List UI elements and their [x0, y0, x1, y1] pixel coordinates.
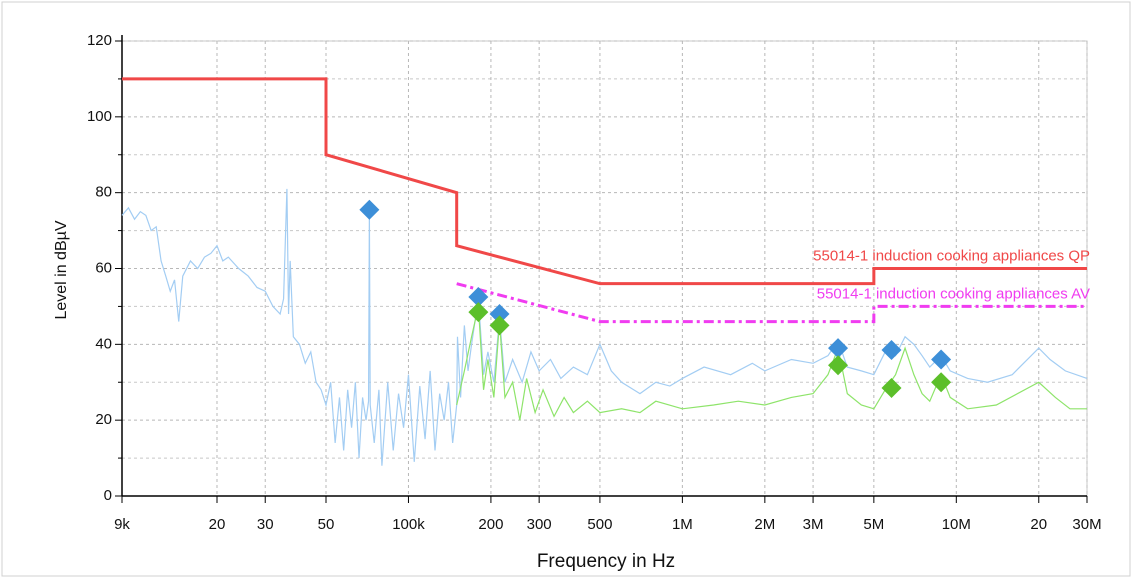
- y-tick-label: 80: [95, 184, 112, 201]
- x-tick-label: 300: [527, 516, 552, 533]
- x-tick-label: 30M: [1072, 516, 1101, 533]
- series-line: [456, 282, 1087, 324]
- y-axis-title: Level in dBµV: [53, 220, 70, 319]
- series-label: 55014-1 induction cooking appliances AV: [817, 285, 1090, 302]
- y-tick-label: 60: [95, 259, 112, 276]
- x-tick-label: 1M: [672, 516, 693, 533]
- x-tick-label: 30: [257, 516, 274, 533]
- x-axis-title: Frequency in Hz: [537, 551, 675, 572]
- x-tick-label: 2M: [754, 516, 775, 533]
- x-tick-label: 10M: [942, 516, 971, 533]
- y-tick-label: 100: [87, 108, 112, 125]
- x-tick-label: 20: [209, 516, 226, 533]
- marker: [931, 372, 952, 393]
- marker: [359, 199, 380, 220]
- marker: [881, 340, 902, 361]
- y-tick-label: 0: [104, 487, 112, 504]
- x-tick-label: 5M: [863, 516, 884, 533]
- marker: [468, 302, 489, 323]
- marker: [468, 286, 489, 307]
- series-line: [121, 188, 1088, 466]
- marker: [881, 377, 902, 398]
- x-tick-label: 500: [587, 516, 612, 533]
- marker: [828, 338, 849, 359]
- x-tick-label: 3M: [803, 516, 824, 533]
- y-tick-label: 40: [95, 335, 112, 352]
- x-tick-label: 20: [1030, 516, 1047, 533]
- y-tick-label: 20: [95, 411, 112, 428]
- series-line: [122, 77, 1087, 286]
- series-label: 55014-1 induction cooking appliances QP: [813, 247, 1090, 264]
- marker: [828, 355, 849, 376]
- y-tick-label: 120: [87, 32, 112, 49]
- x-tick-label: 9k: [114, 516, 130, 533]
- x-tick-label: 50: [318, 516, 335, 533]
- x-tick-label: 100k: [392, 516, 425, 533]
- marker: [931, 349, 952, 370]
- x-tick-label: 200: [478, 516, 503, 533]
- marker: [489, 315, 510, 336]
- series-line: [456, 306, 1087, 421]
- marker: [489, 304, 510, 324]
